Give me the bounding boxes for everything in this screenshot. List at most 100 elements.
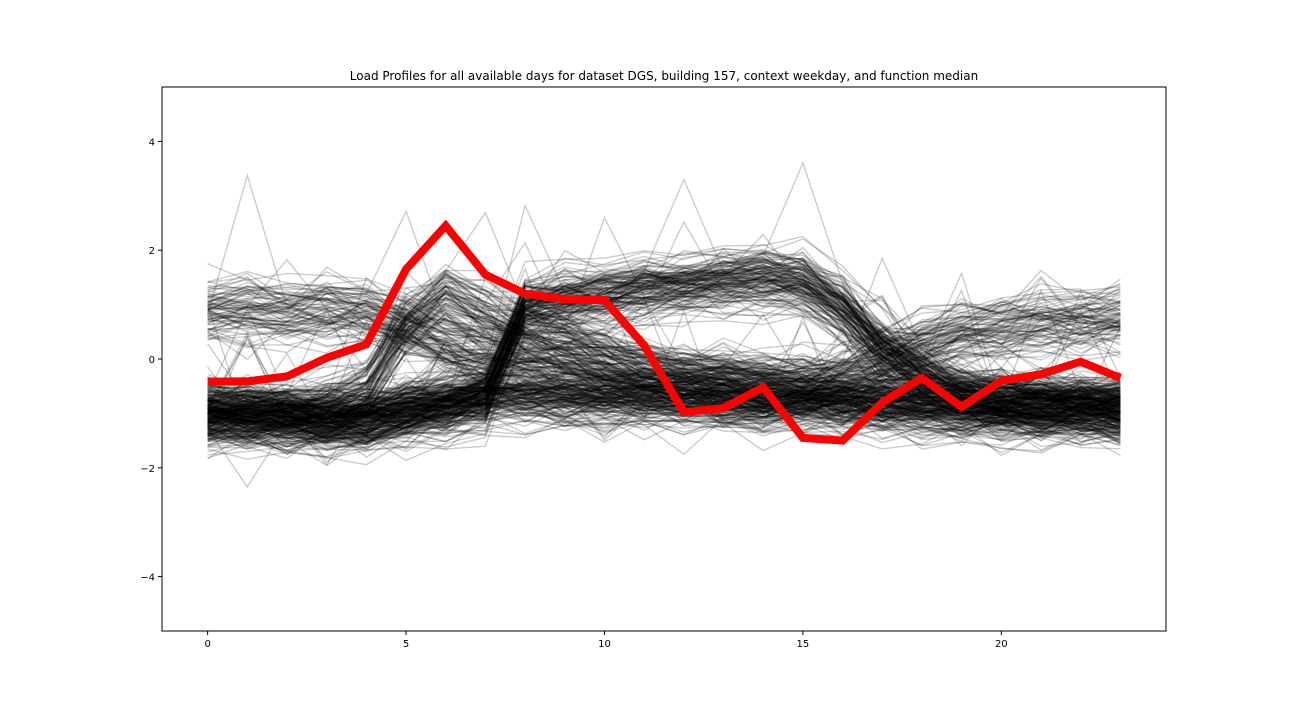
background-profile-line [207,381,1121,424]
background-profile-line [207,291,1121,443]
background-profile-line [207,283,1121,439]
background-profile-line [207,391,1121,463]
background-profile-line [206,334,1121,430]
background-profile-line [207,281,1121,380]
background-profile-line [207,300,1121,460]
background-profile-line [207,296,1121,406]
background-profile-line [207,285,1121,411]
background-profile-line [207,323,1121,420]
background-profile-line [206,269,1121,426]
background-profile-line [207,280,1121,432]
background-profile-line [207,277,1121,425]
background-profile-line [207,267,1121,428]
background-profile-line [207,381,1121,429]
background-profile-line [207,268,1121,422]
background-profile-line [207,258,1121,413]
background-profile-line [207,398,1121,440]
background-profile-line [207,287,1121,399]
background-profile-line [207,291,1121,387]
background-profile-line [207,352,1121,434]
background-profile-line [207,257,1121,414]
background-profile-line [207,262,1121,422]
background-profile-line [207,270,1121,424]
background-profile-line [207,387,1121,429]
background-profile-line [207,390,1121,444]
background-profile-line [207,286,1121,384]
background-profile-line [207,306,1121,412]
background-profile-line [207,264,1121,420]
background-profile-line [207,260,1121,425]
background-profile-line [207,393,1121,444]
background-profile-line [207,269,1121,393]
background-profile-line [207,288,1121,455]
background-profile-line [207,388,1121,431]
background-profile-line [207,320,1121,441]
background-profile-line [207,333,1121,417]
background-profile-line [207,282,1121,402]
background-profile-line [207,378,1121,428]
background-profile-line [207,281,1121,442]
background-profile-line [207,402,1121,439]
background-profile-line [207,256,1121,406]
background-profile-line [207,319,1121,408]
background-profile-line [207,288,1121,407]
background-profile-line [207,272,1121,421]
background-profile-line [207,311,1121,437]
background-profile-line [207,238,1121,402]
background-profile-line [207,251,1121,413]
background-profile-line [207,266,1121,426]
x-tick-label: 5 [403,639,409,650]
background-profile-line [207,327,1121,456]
background-profile-line [207,412,1121,452]
background-profile-line [207,233,1121,433]
background-profile-line [207,276,1121,411]
background-profile-line [207,278,1121,395]
background-profile-line [207,298,1121,403]
background-profile-line [207,276,1121,423]
background-profile-line [207,402,1121,450]
background-profile-line [207,325,1121,426]
background-profile-line [207,255,1121,421]
background-profile-line [207,306,1121,395]
background-profile-line [207,276,1121,367]
background-profile-line [207,281,1121,376]
background-profile-line [207,393,1121,441]
background-profile-line [207,273,1121,428]
background-profile-line [207,253,1121,428]
background-profile-line [207,263,1121,368]
background-profile-line [207,243,1121,409]
background-profile-line [207,377,1121,417]
background-profile-line [207,356,1121,412]
background-profile-line [207,249,1121,402]
background-profile-line [207,387,1121,437]
background-profile-line [207,248,1121,408]
background-profile-line [207,290,1121,391]
background-profile-line [207,286,1121,433]
background-profile-line [207,264,1121,435]
background-profile-line [207,352,1121,436]
background-profile-line [207,259,1121,424]
background-profile-line [207,396,1121,445]
background-profile-line [207,283,1121,440]
background-profile-line [207,276,1121,423]
background-profile-line [207,297,1121,398]
background-profile-line [207,277,1121,406]
background-profile-line [207,386,1121,432]
background-profile-line [207,383,1121,426]
background-profile-line [207,418,1121,459]
background-profile-line [207,392,1121,432]
background-profile-line [207,279,1121,409]
background-profile-line [207,270,1121,399]
background-profiles [206,160,1122,489]
background-profile-line [207,251,1121,430]
background-profile-line [207,266,1121,427]
background-profile-line [207,269,1121,418]
background-profile-line [207,409,1121,453]
background-profile-line [207,235,1121,399]
background-profile-line [207,283,1121,388]
background-profile-line [207,395,1121,451]
background-profile-line [207,248,1121,387]
background-profile-line [207,294,1121,443]
background-profile-line [207,384,1121,440]
y-axis: −4 −2 0 2 4 [140,137,162,584]
